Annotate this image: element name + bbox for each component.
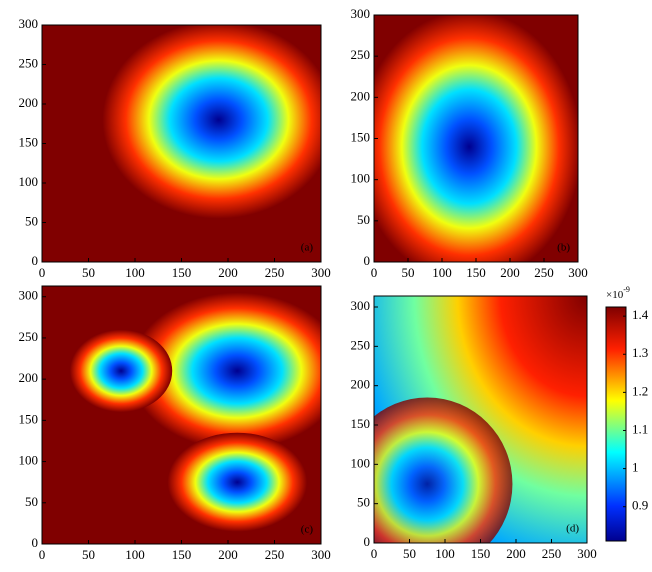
colorbar-tick-label: 1 [632,460,639,475]
x-tick-label: 300 [311,265,331,280]
colorbar-tick-label: 1.1 [632,421,648,436]
y-tick-label: 250 [351,337,371,352]
y-tick-label: 250 [19,329,39,344]
y-tick-label: 0 [32,535,39,550]
x-tick-label: 100 [435,546,455,561]
y-tick-label: 300 [351,298,371,313]
x-tick-label: 150 [172,265,192,280]
heatmap-image [374,296,587,543]
colorbar-tick-label: 0.9 [632,498,648,513]
x-tick-label: 0 [371,265,378,280]
y-tick-label: 150 [351,416,371,431]
x-tick-label: 100 [125,547,145,562]
x-tick-label: 250 [265,547,285,562]
multiplier-base: ×10 [606,289,624,301]
colorbar-tick-label: 1.4 [632,307,649,322]
x-tick-label: 150 [471,546,491,561]
y-tick-label: 50 [357,212,370,227]
heatmap-blob [374,397,513,543]
y-tick-label: 300 [19,16,39,31]
y-tick-label: 100 [19,174,39,189]
x-tick-label: 0 [39,265,46,280]
y-tick-label: 300 [19,288,39,303]
y-tick-label: 0 [364,253,371,268]
y-tick-label: 300 [351,6,371,21]
y-tick-label: 100 [351,171,371,186]
x-tick-label: 0 [371,546,378,561]
x-tick-label: 150 [466,265,486,280]
x-tick-label: 250 [265,265,285,280]
x-tick-label: 150 [172,547,192,562]
panel-label: (d) [566,523,579,535]
x-tick-label: 250 [542,546,562,561]
y-tick-label: 150 [19,134,39,149]
x-tick-label: 100 [432,265,452,280]
heatmap-blob [69,329,173,413]
panel-label: (c) [301,524,314,536]
x-tick-label: 200 [506,546,526,561]
y-tick-label: 200 [19,370,39,385]
x-tick-label: 100 [125,265,145,280]
x-tick-label: 300 [568,265,588,280]
y-tick-label: 150 [19,411,39,426]
y-tick-label: 50 [357,495,370,510]
y-tick-label: 0 [364,534,371,549]
colorbar [605,306,627,542]
x-tick-label: 50 [82,547,95,562]
panel-label: (a) [301,242,314,254]
colorbar-tick-label: 1.2 [632,383,648,398]
heatmap-image [42,286,321,544]
heatmap-blob [102,25,321,219]
x-tick-label: 50 [82,265,95,280]
y-tick-label: 200 [351,377,371,392]
x-tick-label: 200 [218,547,238,562]
x-tick-label: 300 [311,547,331,562]
multiplier-exponent: -9 [623,285,630,294]
x-tick-label: 50 [402,265,415,280]
y-tick-label: 100 [19,453,39,468]
x-tick-label: 200 [218,265,238,280]
heatmap-blob [374,15,578,262]
y-tick-label: 250 [19,55,39,70]
heatmap-blob [167,432,308,532]
y-tick-label: 0 [32,253,39,268]
panel-label: (b) [557,242,570,254]
colorbar-multiplier: ×10-9 [606,285,630,301]
y-tick-label: 200 [351,88,371,103]
x-tick-label: 250 [534,265,554,280]
colorbar-tick-label: 1.3 [632,345,648,360]
heatmap-image [374,15,578,262]
y-tick-label: 200 [19,95,39,110]
x-tick-label: 200 [500,265,520,280]
x-tick-label: 0 [39,547,46,562]
heatmap-image [42,25,321,262]
y-tick-label: 50 [25,494,38,509]
y-tick-label: 50 [25,213,38,228]
heatmap-blob [130,292,321,450]
x-tick-label: 300 [577,546,597,561]
x-tick-label: 50 [403,546,416,561]
y-tick-label: 100 [351,455,371,470]
y-tick-label: 150 [351,129,371,144]
y-tick-label: 250 [351,47,371,62]
